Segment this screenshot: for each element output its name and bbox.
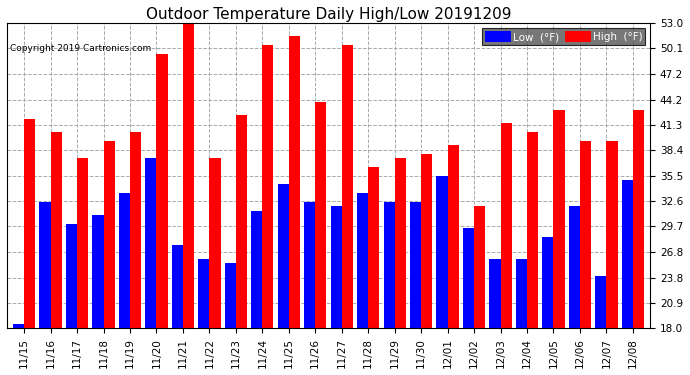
Bar xyxy=(225,263,236,328)
Bar xyxy=(421,154,432,328)
Bar xyxy=(262,45,273,328)
Bar xyxy=(146,158,157,328)
Bar xyxy=(580,141,591,328)
Bar xyxy=(39,202,50,328)
Bar xyxy=(357,193,368,328)
Bar xyxy=(542,237,553,328)
Bar xyxy=(595,276,607,328)
Bar xyxy=(289,36,300,328)
Bar xyxy=(104,141,115,328)
Bar xyxy=(50,132,61,328)
Bar xyxy=(395,158,406,328)
Bar xyxy=(448,145,459,328)
Bar xyxy=(172,246,183,328)
Bar xyxy=(198,259,209,328)
Bar xyxy=(209,158,221,328)
Bar xyxy=(304,202,315,328)
Bar xyxy=(569,206,580,328)
Bar xyxy=(607,141,618,328)
Bar xyxy=(342,45,353,328)
Title: Outdoor Temperature Daily High/Low 20191209: Outdoor Temperature Daily High/Low 20191… xyxy=(146,7,511,22)
Bar xyxy=(315,102,326,328)
Bar xyxy=(410,202,421,328)
Bar xyxy=(633,110,644,328)
Bar xyxy=(13,324,24,328)
Text: Copyright 2019 Cartronics.com: Copyright 2019 Cartronics.com xyxy=(10,45,151,54)
Bar xyxy=(500,123,512,328)
Bar xyxy=(183,23,194,328)
Bar xyxy=(92,215,104,328)
Bar xyxy=(489,259,500,328)
Bar xyxy=(130,132,141,328)
Bar xyxy=(368,167,380,328)
Bar xyxy=(474,206,485,328)
Bar xyxy=(463,228,474,328)
Legend: Low  (°F), High  (°F): Low (°F), High (°F) xyxy=(482,28,645,45)
Bar xyxy=(277,184,289,328)
Bar xyxy=(516,259,527,328)
Bar xyxy=(622,180,633,328)
Bar xyxy=(236,115,247,328)
Bar xyxy=(24,119,35,328)
Bar xyxy=(251,211,262,328)
Bar xyxy=(553,110,564,328)
Bar xyxy=(527,132,538,328)
Bar xyxy=(157,54,168,328)
Bar xyxy=(331,206,342,328)
Bar xyxy=(119,193,130,328)
Bar xyxy=(384,202,395,328)
Bar xyxy=(77,158,88,328)
Bar xyxy=(66,224,77,328)
Bar xyxy=(437,176,448,328)
